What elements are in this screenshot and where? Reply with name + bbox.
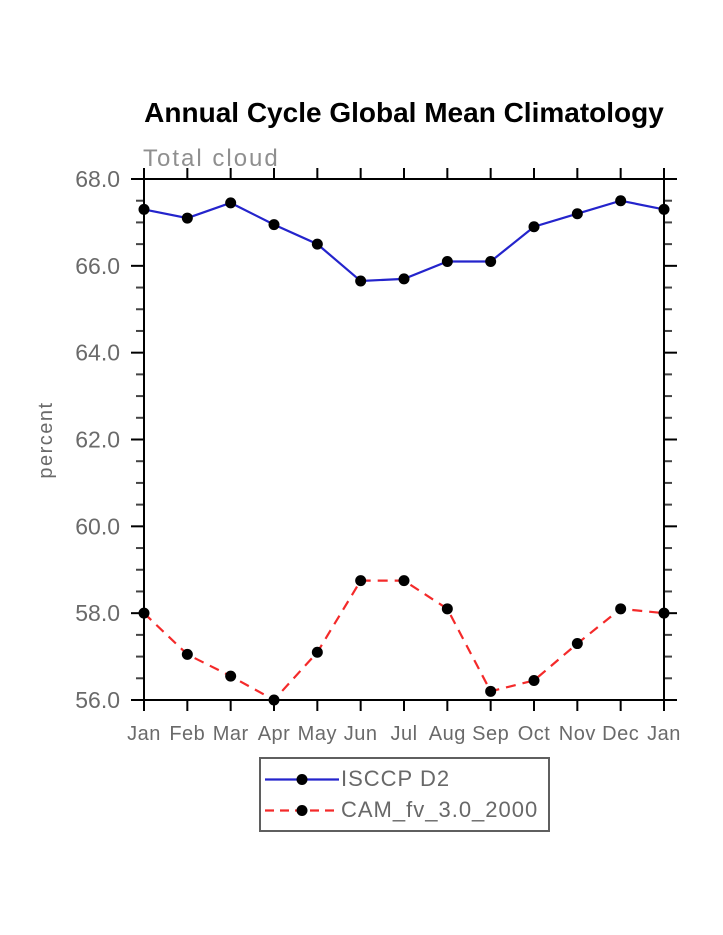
y-tick-label: 62.0 [75,427,120,453]
x-tick-label: Oct [518,723,551,745]
y-tick-label: 66.0 [75,253,120,279]
legend: ISCCP D2 CAM_fv_3.0_2000 [259,757,550,832]
series-marker-1 [355,575,367,587]
x-tick-label: Jun [344,723,378,745]
series-marker-1 [571,638,583,650]
x-tick-label: Jan [647,723,681,745]
series-marker-1 [225,670,237,682]
legend-label-cam-fv-3-0-2000: CAM_fv_3.0_2000 [341,797,539,822]
series-marker-0 [441,255,453,267]
y-tick-label: 60.0 [75,513,120,539]
y-axis-title: percent [35,401,57,478]
series-marker-0 [571,208,583,220]
series-marker-0 [311,238,323,250]
x-tick-label: Feb [169,723,205,745]
series-marker-0 [138,203,150,215]
series-marker-1 [181,648,193,660]
series-marker-1 [485,685,497,697]
x-tick-label: Dec [602,723,639,745]
series-marker-1 [268,694,280,706]
legend-marker [296,804,308,816]
x-tick-label: Jul [390,723,417,745]
x-tick-label: Apr [258,723,291,745]
y-tick-label: 68.0 [75,166,120,192]
series-marker-0 [485,255,497,267]
series-line-1 [143,579,665,702]
series-marker-1 [398,575,410,587]
series-line-0 [143,199,665,283]
series-marker-0 [658,203,670,215]
plot-border [143,178,665,701]
x-tick-label: Sep [472,723,509,745]
legend-item-cam-fv-3-0-2000: CAM_fv_3.0_2000 [263,795,548,826]
x-tick-label: Mar [213,723,249,745]
series-marker-0 [615,195,627,207]
legend-item-isccp-d2: ISCCP D2 [263,764,548,795]
series-marker-0 [528,221,540,233]
series-marker-1 [658,607,670,619]
series-marker-1 [528,674,540,686]
series-marker-0 [398,273,410,285]
y-tick-label: 64.0 [75,340,120,366]
series-marker-0 [355,275,367,287]
legend-solid-line-sample [265,773,339,785]
x-tick-label: Nov [559,723,596,745]
x-tick-label: Aug [429,723,466,745]
y-tick-label: 56.0 [75,687,120,713]
series-marker-0 [225,197,237,209]
chart-subtitle: Total cloud [143,145,280,172]
chart-title: Annual Cycle Global Mean Climatology [144,97,664,128]
legend-marker [296,773,308,785]
x-tick-label: May [298,723,337,745]
series-marker-1 [138,607,150,619]
series-marker-1 [615,603,627,615]
series-marker-1 [441,603,453,615]
legend-label-isccp-d2: ISCCP D2 [341,766,451,791]
legend-dashed-line-sample [265,804,339,816]
y-tick-label: 58.0 [75,600,120,626]
x-tick-label: Jan [127,723,161,745]
series-marker-0 [268,219,280,231]
series-marker-0 [181,212,193,224]
series-marker-1 [311,646,323,658]
